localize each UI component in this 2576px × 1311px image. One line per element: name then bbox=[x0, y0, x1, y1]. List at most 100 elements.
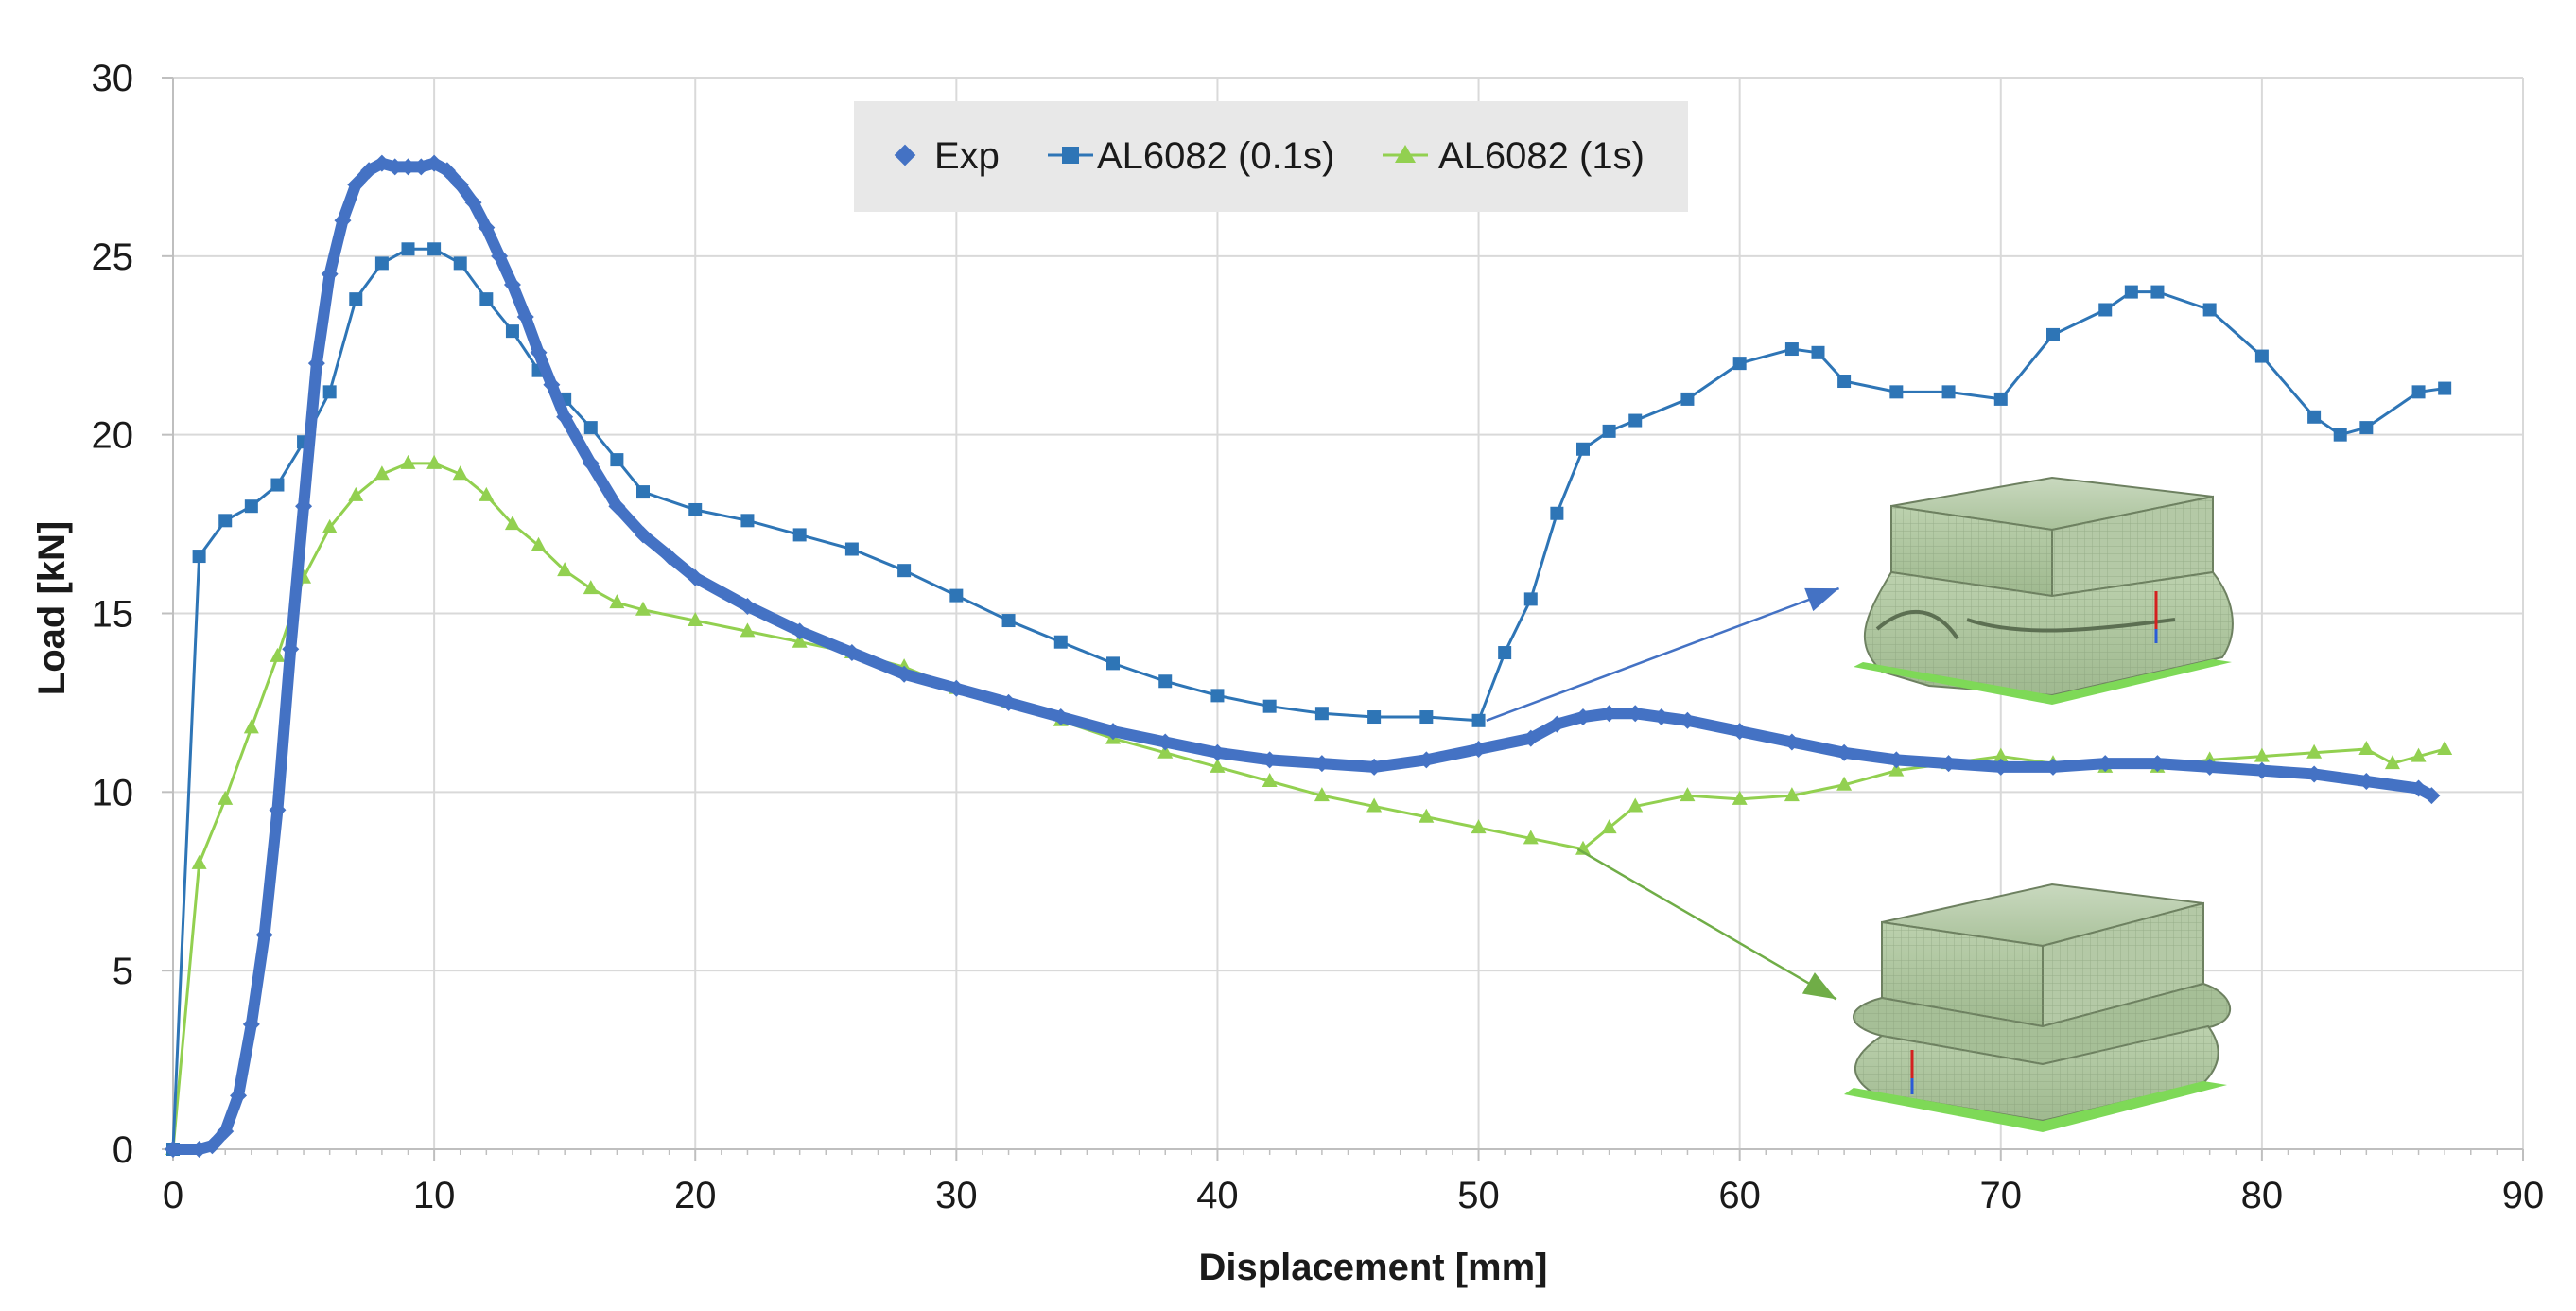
data-point-al6082-0.1s bbox=[2202, 303, 2217, 317]
data-point-al6082-0.1s bbox=[897, 564, 912, 578]
data-point-al6082-0.1s bbox=[1314, 707, 1329, 721]
data-point-al6082-1s bbox=[688, 612, 704, 627]
data-point-exp bbox=[438, 162, 456, 180]
data-point-al6082-0.1s bbox=[1367, 710, 1382, 725]
data-point-al6082-0.1s bbox=[374, 256, 389, 271]
data-point-al6082-1s bbox=[1732, 790, 1748, 805]
data-point-exp bbox=[230, 1087, 248, 1105]
data-point-exp bbox=[451, 176, 469, 194]
data-point-al6082-1s bbox=[1680, 787, 1696, 802]
data-point-al6082-0.1s bbox=[1993, 392, 2008, 406]
data-point-exp bbox=[1836, 743, 1854, 761]
data-point-exp bbox=[2423, 787, 2441, 805]
data-point-al6082-1s bbox=[191, 854, 207, 869]
data-point-al6082-1s bbox=[1523, 830, 1539, 845]
data-point-al6082-0.1s bbox=[1811, 345, 1825, 359]
data-point-exp bbox=[307, 355, 325, 373]
data-point-al6082-0.1s bbox=[2307, 410, 2322, 424]
data-point-exp bbox=[896, 665, 914, 683]
data-point-exp bbox=[360, 162, 378, 180]
data-point-exp bbox=[1992, 758, 2010, 776]
data-point-al6082-0.1s bbox=[1210, 689, 1225, 703]
x-tick-label-90: 90 bbox=[2502, 1175, 2545, 1216]
annotation-arrows bbox=[1486, 586, 1840, 1001]
data-point-exp bbox=[543, 376, 561, 393]
data-point-exp bbox=[203, 1137, 221, 1155]
x-tick-label-80: 80 bbox=[2241, 1175, 2284, 1216]
data-point-exp bbox=[412, 158, 430, 176]
data-point-exp bbox=[269, 801, 287, 819]
data-point-al6082-1s bbox=[583, 580, 599, 595]
legend-marker-al6082-0.1s bbox=[1062, 147, 1079, 164]
data-point-al6082-1s bbox=[1471, 819, 1487, 834]
data-point-al6082-1s bbox=[1993, 747, 2009, 762]
data-point-exp bbox=[242, 1015, 260, 1033]
data-point-exp bbox=[516, 308, 534, 326]
legend-marker-al6082-1s bbox=[1395, 145, 1416, 163]
data-point-al6082-0.1s bbox=[844, 542, 859, 556]
data-point-exp bbox=[1940, 755, 1958, 773]
y-axis-title: Load [kN] bbox=[31, 521, 73, 695]
series-exp bbox=[165, 154, 2441, 1158]
data-point-al6082-1s bbox=[1262, 773, 1278, 788]
data-point-exp bbox=[1105, 723, 1122, 741]
data-point-exp bbox=[1600, 705, 1618, 723]
data-point-al6082-1s bbox=[479, 486, 495, 501]
legend-label-al6082-1s: AL6082 (1s) bbox=[1438, 135, 1645, 177]
data-point-exp bbox=[1522, 729, 1540, 747]
data-point-exp bbox=[843, 644, 861, 662]
legend: Exp AL6082 (0.1s) AL6082 (1s) bbox=[854, 101, 1688, 212]
data-point-exp bbox=[1366, 758, 1384, 776]
data-point-al6082-1s bbox=[243, 719, 259, 734]
data-point-al6082-0.1s bbox=[1523, 592, 1538, 606]
data-point-al6082-1s bbox=[2411, 747, 2427, 762]
y-tick-label-5: 5 bbox=[113, 951, 133, 992]
annotation-arrow-head bbox=[1804, 587, 1839, 612]
data-point-al6082-0.1s bbox=[1941, 385, 1956, 399]
data-point-exp bbox=[1627, 705, 1645, 723]
data-point-al6082-0.1s bbox=[1837, 375, 1852, 389]
data-point-al6082-1s bbox=[2437, 741, 2453, 756]
data-point-al6082-1s bbox=[1157, 743, 1174, 759]
data-point-exp bbox=[1052, 708, 1070, 726]
data-point-al6082-0.1s bbox=[792, 528, 807, 542]
data-point-al6082-1s bbox=[1836, 776, 1853, 791]
data-point-exp bbox=[1731, 723, 1749, 741]
x-tick-label-20: 20 bbox=[674, 1175, 717, 1216]
data-point-al6082-1s bbox=[1210, 758, 1226, 773]
data-point-al6082-1s bbox=[1888, 761, 1905, 777]
data-point-al6082-0.1s bbox=[244, 499, 258, 514]
data-point-al6082-1s bbox=[1419, 808, 1435, 823]
data-point-al6082-0.1s bbox=[2046, 327, 2060, 341]
data-point-al6082-0.1s bbox=[479, 292, 494, 306]
data-point-exp bbox=[556, 408, 574, 426]
data-point-al6082-1s bbox=[400, 454, 416, 469]
data-point-al6082-0.1s bbox=[2254, 349, 2269, 363]
data-point-exp bbox=[608, 498, 626, 516]
axes: 0 10 20 30 40 50 60 70 80 90 0 5 10 15 20 25 30 bbox=[92, 58, 2545, 1216]
data-point-exp bbox=[295, 498, 313, 516]
data-point-exp bbox=[255, 926, 273, 944]
data-point-exp bbox=[464, 194, 482, 212]
data-point-exp bbox=[1261, 751, 1279, 769]
data-point-exp bbox=[660, 548, 678, 566]
data-point-exp bbox=[2201, 758, 2219, 776]
data-point-al6082-0.1s bbox=[1680, 392, 1695, 406]
data-point-al6082-0.1s bbox=[1001, 614, 1016, 628]
data-point-exp bbox=[399, 158, 417, 176]
data-point-exp bbox=[2149, 755, 2167, 773]
legend-label-al6082-0.1s: AL6082 (0.1s) bbox=[1097, 135, 1334, 177]
data-point-al6082-0.1s bbox=[2124, 285, 2138, 299]
annotation-arrow-deformed-model-0.1s bbox=[1486, 586, 1840, 722]
data-point-al6082-0.1s bbox=[349, 292, 363, 306]
data-point-exp bbox=[190, 1141, 208, 1158]
data-point-exp bbox=[2410, 779, 2428, 797]
data-point-exp bbox=[1470, 741, 1488, 759]
data-point-exp bbox=[1313, 755, 1331, 773]
data-point-al6082-0.1s bbox=[583, 421, 598, 435]
data-point-exp bbox=[426, 154, 444, 172]
data-point-exp bbox=[478, 218, 496, 236]
y-tick-label-25: 25 bbox=[92, 236, 134, 278]
series-line-exp bbox=[167, 157, 2438, 1155]
data-point-exp bbox=[687, 568, 705, 586]
